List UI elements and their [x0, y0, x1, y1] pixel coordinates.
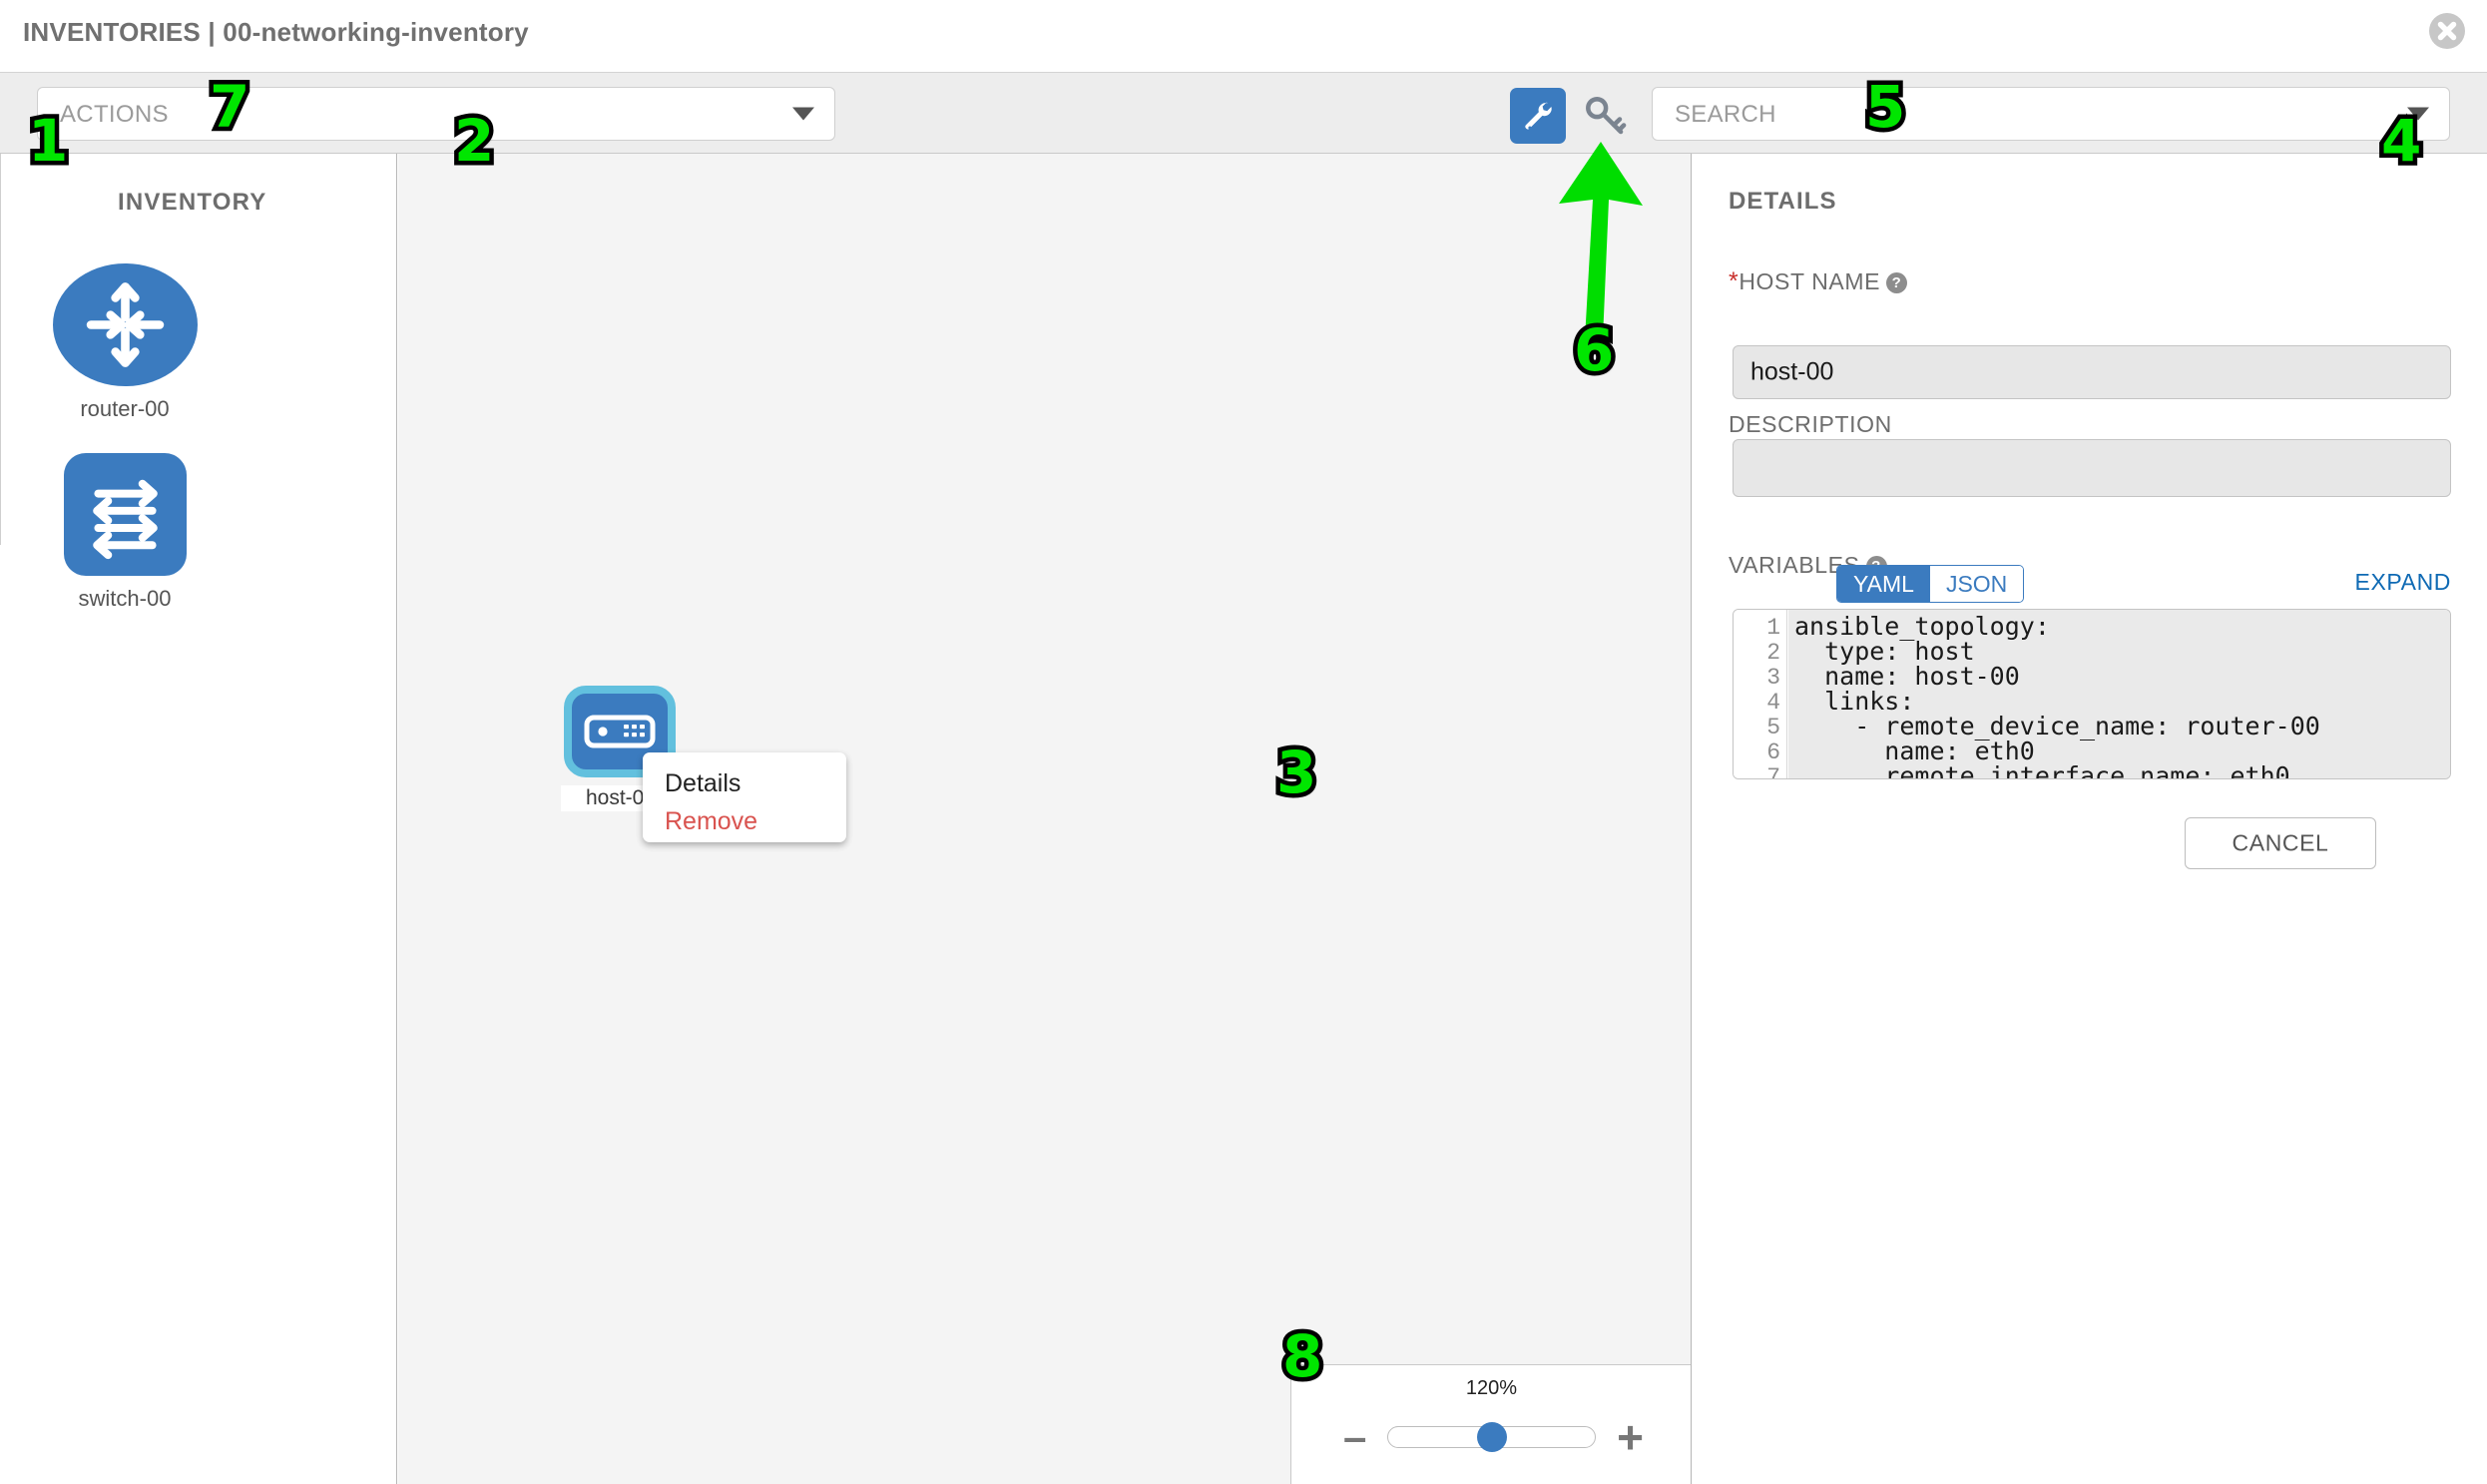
description-label: DESCRIPTION — [1729, 411, 1892, 437]
server-icon — [584, 715, 656, 748]
search-input[interactable]: SEARCH — [1652, 87, 2450, 141]
format-option-yaml[interactable]: YAML — [1837, 566, 1930, 602]
line-number: 2 — [1766, 640, 1780, 666]
zoom-slider-track[interactable] — [1387, 1422, 1596, 1452]
line-number-gutter: 1 2 3 4 5 6 7 — [1734, 610, 1787, 778]
line-number: 1 — [1766, 615, 1780, 641]
sidebar-item-label: switch-00 — [78, 586, 172, 611]
key-icon — [1586, 97, 1627, 135]
actions-dropdown-label: ACTIONS — [60, 101, 169, 128]
code-line: - remote_device_name: router-00 — [1794, 712, 2320, 741]
inventory-sidebar: INVENTORY router-00 — [0, 154, 397, 1484]
chevron-down-icon — [792, 107, 814, 121]
help-icon[interactable]: ? — [1886, 272, 1908, 293]
close-icon[interactable] — [2429, 13, 2465, 49]
actions-dropdown[interactable]: ACTIONS — [37, 87, 835, 141]
code-line: links: — [1794, 687, 1915, 716]
cancel-button-label: CANCEL — [2232, 829, 2329, 856]
context-menu-item-details[interactable]: Details — [665, 769, 742, 797]
node-context-menu: Details Remove — [643, 752, 846, 842]
host-name-value: host-00 — [1750, 357, 1834, 386]
context-menu-item-remove[interactable]: Remove — [665, 807, 758, 836]
cancel-button[interactable]: CANCEL — [2185, 817, 2376, 869]
zoom-control-panel: 120% – + — [1290, 1364, 1691, 1484]
code-line: type: host — [1794, 637, 1975, 666]
router-icon — [52, 263, 198, 386]
sidebar-item-label: router-00 — [80, 396, 170, 421]
code-content[interactable]: ansible_topology: type: host name: host-… — [1788, 610, 2450, 778]
details-heading: DETAILS — [1729, 188, 1837, 215]
required-indicator: * — [1729, 267, 1740, 295]
toolbar: ACTIONS SEARCH — [0, 72, 2487, 154]
sidebar-item-router-00[interactable]: router-00 — [45, 263, 205, 422]
host-name-label-text: HOST NAME — [1739, 268, 1881, 294]
host-name-input[interactable]: host-00 — [1733, 345, 2451, 399]
sidebar-divider — [0, 154, 1, 545]
sidebar-heading: INVENTORY — [118, 189, 267, 216]
zoom-percentage-label: 120% — [1465, 1377, 1518, 1399]
chevron-down-icon[interactable] — [2407, 107, 2429, 121]
line-number: 5 — [1766, 715, 1780, 741]
key-icon-button[interactable] — [1579, 90, 1631, 142]
line-number: 7 — [1766, 764, 1780, 779]
zoom-slider-row: – + — [1291, 1411, 1691, 1463]
zoom-slider-thumb[interactable] — [1476, 1422, 1507, 1452]
title-bar: INVENTORIES | 00-networking-inventory — [0, 0, 2487, 72]
switch-icon — [63, 453, 187, 576]
code-line: ansible_topology: — [1794, 612, 2050, 641]
description-input[interactable] — [1733, 439, 2451, 497]
host-name-label: *HOST NAME? — [1729, 267, 1908, 296]
zoom-in-button[interactable]: + — [1617, 1411, 1644, 1463]
format-option-json[interactable]: JSON — [1929, 566, 2024, 602]
code-line: name: host-00 — [1794, 662, 2020, 691]
code-line: remote_interface_name: eth0 — [1794, 761, 2290, 778]
wrench-icon — [1525, 102, 1552, 130]
code-line: name: eth0 — [1794, 737, 2035, 765]
search-placeholder: SEARCH — [1675, 101, 1776, 128]
page-title: INVENTORIES | 00-networking-inventory — [23, 17, 529, 47]
wrench-icon-button[interactable] — [1510, 88, 1566, 144]
variables-code-editor[interactable]: 1 2 3 4 5 6 7 ansible_topology: type: ho… — [1733, 609, 2451, 779]
line-number: 3 — [1766, 665, 1780, 691]
zoom-out-button[interactable]: – — [1343, 1413, 1367, 1460]
line-number: 6 — [1766, 740, 1780, 765]
line-number: 4 — [1766, 690, 1780, 716]
variables-format-toggle: YAML JSON — [1836, 565, 2025, 603]
sidebar-item-switch-00[interactable]: switch-00 — [45, 453, 205, 612]
topology-canvas[interactable]: host-00 Details Remove 120% – + — [398, 154, 1692, 1484]
expand-variables-link[interactable]: EXPAND — [2354, 569, 2451, 595]
